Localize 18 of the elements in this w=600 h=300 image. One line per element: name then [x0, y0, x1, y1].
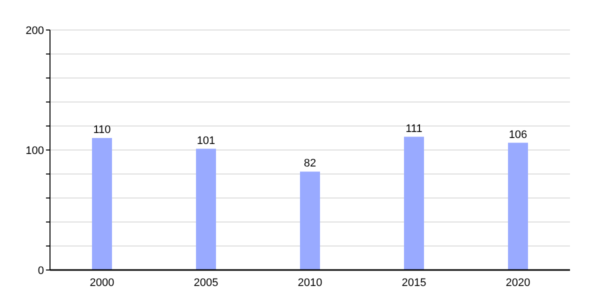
y-tick-label: 100	[26, 144, 44, 157]
bar	[404, 136, 424, 270]
x-tick-label: 2020	[506, 276, 530, 289]
data-label: 106	[508, 128, 528, 141]
y-tick-label: 0	[38, 264, 44, 277]
x-tick-label: 2000	[90, 276, 114, 289]
x-tick-label: 2005	[194, 276, 218, 289]
bar	[300, 172, 320, 270]
data-label: 110	[93, 124, 111, 136]
y-tick-label: 200	[26, 24, 44, 37]
data-label: 82	[304, 158, 316, 170]
data-label: 111	[406, 122, 422, 135]
data-label: 101	[196, 134, 216, 147]
bar	[508, 142, 528, 270]
bar	[196, 148, 216, 270]
bar	[92, 138, 112, 270]
x-tick-label: 2010	[298, 276, 322, 289]
x-tick-label: 2015	[402, 276, 426, 289]
